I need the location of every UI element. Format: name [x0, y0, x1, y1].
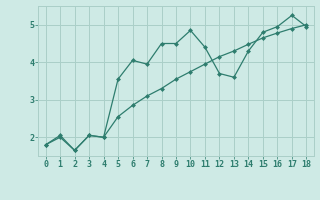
- Text: Humidex (Indice chaleur): Humidex (Indice chaleur): [90, 183, 230, 193]
